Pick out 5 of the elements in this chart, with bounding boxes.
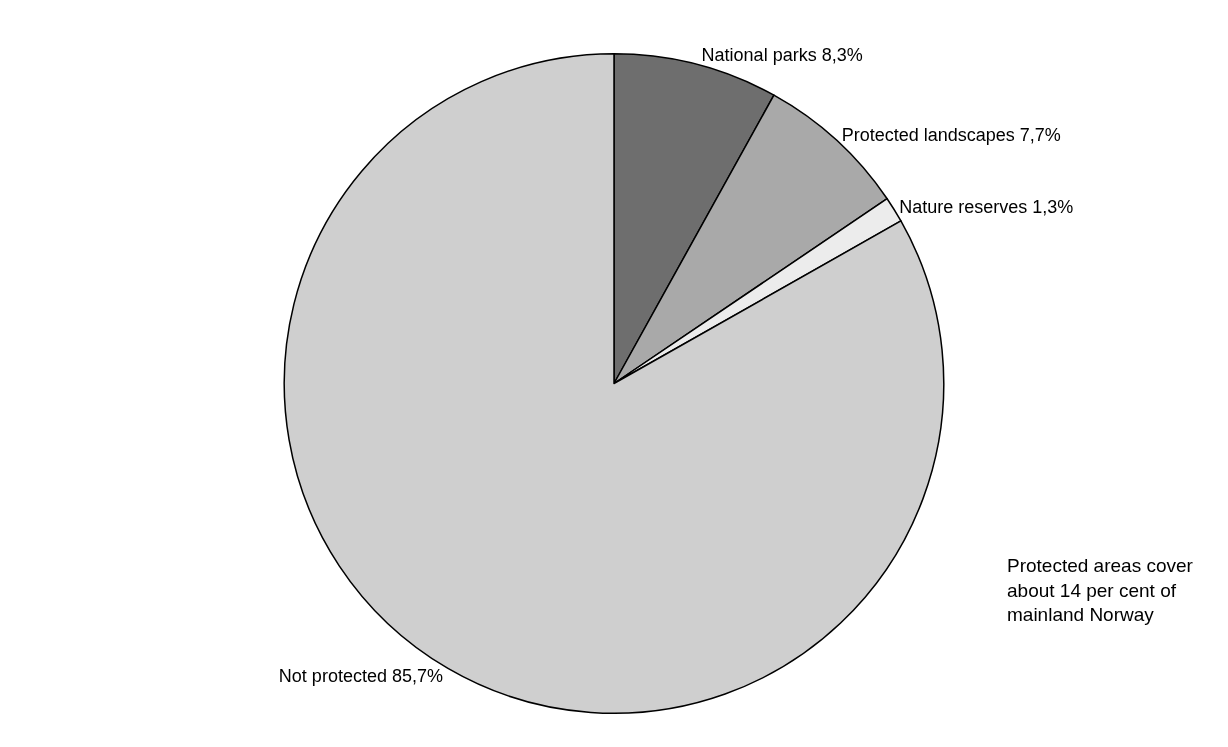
slice-label: Nature reserves 1,3% (899, 196, 1074, 217)
slice-label: National parks 8,3% (701, 44, 863, 65)
text: Protected areas cover about 14 per cent of mainland Norway (1007, 555, 1194, 626)
slice-label: Protected landscapes 7,7% (841, 124, 1061, 145)
slice-label: Not protected 85,7% (278, 665, 443, 686)
